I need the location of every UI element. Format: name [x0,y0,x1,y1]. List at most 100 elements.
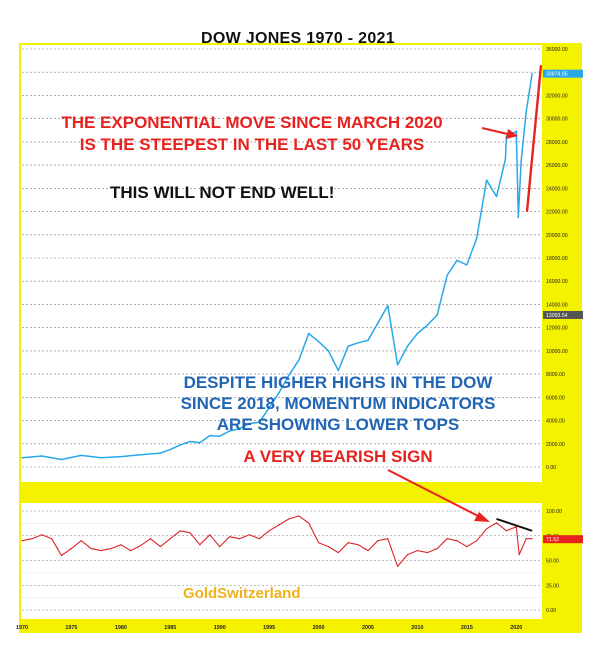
price-point [228,430,231,432]
momentum-point [219,546,221,548]
price-point [199,441,201,444]
price-point [367,339,369,342]
price-point [179,444,181,446]
momentum-point [60,554,63,557]
bearish-arrow [387,469,483,519]
price-point [258,421,260,423]
momentum-tick-label: 100.00 [546,509,562,515]
x-tick-label: 1980 [115,625,127,631]
price-point [495,195,498,198]
price-point [357,342,359,344]
momentum-point [100,550,102,552]
x-tick-label: 1970 [16,625,28,631]
price-point [531,73,533,75]
momentum-point [248,534,250,536]
momentum-point [397,565,399,568]
momentum-point [518,554,520,556]
momentum-point [278,524,280,526]
divergence-annotation: DESPITE HIGHER HIGHS IN THE DOW SINCE 20… [128,372,548,435]
momentum-point [120,544,122,546]
x-tick-label: 1985 [164,625,176,631]
price-point [377,322,379,324]
momentum-point [21,540,23,542]
divergence-line-3: ARE SHOWING LOWER TOPS [216,415,460,434]
momentum-point [110,548,112,550]
price-marker-label: 13093.54 [546,313,568,319]
price-point [525,111,527,113]
price-tick-label: 24000.00 [546,186,568,192]
momentum-point [298,515,300,517]
momentum-point [169,538,171,540]
x-tick-label: 2005 [362,625,374,631]
steep-move-arrow [481,127,513,136]
momentum-point [456,540,458,542]
steep-move-arrowhead [506,129,518,139]
price-tick-label: 16000.00 [546,279,568,285]
price-tick-label: 28000.00 [546,140,568,146]
price-point [238,428,241,430]
momentum-tick-label: 0.00 [546,608,556,614]
momentum-point [486,528,488,530]
price-tick-label: 2000.00 [546,442,565,448]
steep-move-red-line [525,65,543,212]
price-point [396,364,399,366]
price-point [476,237,478,239]
momentum-point [495,522,498,524]
momentum-point [189,532,191,534]
price-point [169,448,171,451]
price-point [387,304,389,307]
price-point [288,374,290,376]
divergence-line-1: DESPITE HIGHER HIGHS IN THE DOW [183,373,493,392]
x-tick-label: 1990 [214,625,226,631]
price-point [248,422,251,425]
chart-title: DOW JONES 1970 - 2021 [201,30,395,47]
price-tick-label: 32000.00 [546,93,568,99]
price-tick-label: 12000.00 [546,326,568,332]
momentum-point [70,548,72,550]
price-tick-label: 20000.00 [546,233,568,239]
price-tick-label: 8000.00 [546,372,565,378]
momentum-point [466,546,468,548]
bearish-annotation: A VERY BEARISH SIGN [243,447,433,466]
price-tick-label: 6000.00 [546,395,565,401]
price-point [41,455,43,457]
momentum-point [416,550,418,552]
price-point [446,274,448,277]
x-tick-label: 2015 [461,625,473,631]
price-last-value-badge [543,69,583,78]
momentum-point [436,548,438,550]
price-point [209,434,211,437]
price-tick-label: 0.00 [546,465,556,471]
price-point [268,407,270,409]
momentum-point [525,538,527,540]
momentum-point [531,538,533,540]
momentum-point [446,538,448,540]
warning-annotation: THIS WILL NOT END WELL! [110,183,335,202]
price-point [466,264,468,266]
momentum-point [258,538,260,540]
price-point [308,332,310,335]
price-point [416,332,419,335]
price-point [100,457,102,459]
price-point [426,324,428,326]
price-point [515,130,517,133]
momentum-point [288,518,290,520]
price-tick-label: 26000.00 [546,163,568,169]
price-point [60,458,63,461]
price-point [159,452,162,454]
price-tick-label: 14000.00 [546,302,568,308]
momentum-tick-label: 25.00 [546,583,559,589]
momentum-point [41,534,43,536]
momentum-point [357,544,359,546]
price-point [21,457,23,459]
momentum-point [347,542,349,544]
x-tick-label: 1975 [65,625,77,631]
brand-watermark: GoldSwitzerland [183,585,301,602]
momentum-point [80,540,82,542]
bearish-arrowhead [474,512,490,522]
momentum-point [268,530,270,532]
price-tick-label: 18000.00 [546,256,568,262]
momentum-point [337,552,339,554]
momentum-point [229,536,231,538]
